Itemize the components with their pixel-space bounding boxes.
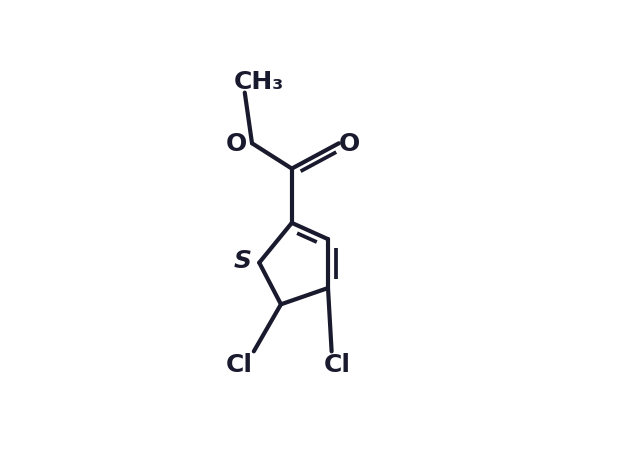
Text: CH₃: CH₃ bbox=[234, 70, 284, 94]
Text: O: O bbox=[226, 132, 248, 156]
Text: O: O bbox=[339, 132, 360, 156]
Text: S: S bbox=[234, 249, 252, 273]
Text: Cl: Cl bbox=[324, 353, 351, 377]
Text: Cl: Cl bbox=[226, 353, 253, 377]
